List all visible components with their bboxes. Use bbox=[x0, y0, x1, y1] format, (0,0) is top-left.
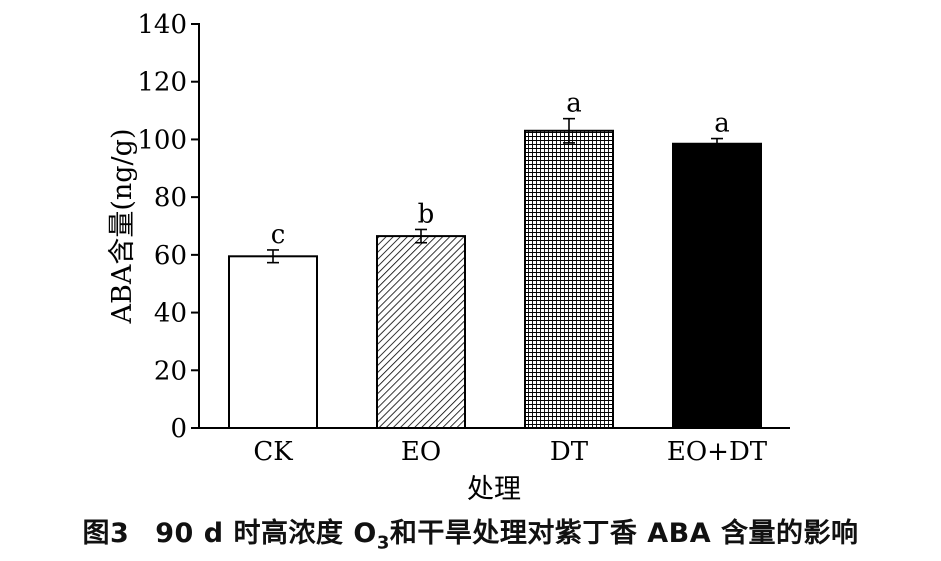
caption-text-part-1: 90 d 时高浓度 O bbox=[155, 518, 377, 549]
y-tick-label: 80 bbox=[154, 183, 187, 213]
bar-eo bbox=[376, 235, 466, 429]
significance-label: c bbox=[271, 220, 286, 250]
x-tick-label: EO bbox=[401, 437, 441, 467]
x-axis-label: 处理 bbox=[467, 474, 521, 505]
x-tick-label: EO+DT bbox=[667, 437, 768, 467]
caption-text-part-2: 和干旱处理对紫丁香 ABA 含量的影响 bbox=[389, 518, 859, 549]
x-tick-label: DT bbox=[550, 437, 589, 467]
y-tick-label: 120 bbox=[137, 68, 187, 98]
significance-label: a bbox=[566, 89, 582, 119]
bar-eo-dt bbox=[672, 142, 762, 429]
bar-ck bbox=[228, 255, 318, 429]
y-axis-label: ABA含量(ng/g) bbox=[107, 129, 138, 325]
y-tick-label: 60 bbox=[154, 241, 187, 271]
caption-subscript: 3 bbox=[376, 532, 390, 554]
significance-label: b bbox=[418, 199, 435, 229]
figure-label: 图3 bbox=[82, 518, 130, 549]
y-tick-label: 100 bbox=[137, 125, 187, 155]
bar-dt bbox=[524, 129, 614, 429]
y-tick-label: 20 bbox=[154, 356, 187, 386]
y-tick-label: 0 bbox=[170, 414, 187, 444]
bars bbox=[228, 117, 762, 429]
significance-label: a bbox=[714, 109, 730, 139]
figure-caption: 图3 90 d 时高浓度 O3和干旱处理对紫丁香 ABA 含量的影响 bbox=[0, 511, 941, 553]
y-tick-label: 40 bbox=[154, 299, 187, 329]
y-tick-label: 140 bbox=[137, 10, 187, 40]
x-tick-label: CK bbox=[253, 437, 293, 467]
labels: 0 20 40 60 80 100 120 140 ABA含量(ng/g) 处理 c CK b EO a DT… bbox=[107, 10, 768, 505]
